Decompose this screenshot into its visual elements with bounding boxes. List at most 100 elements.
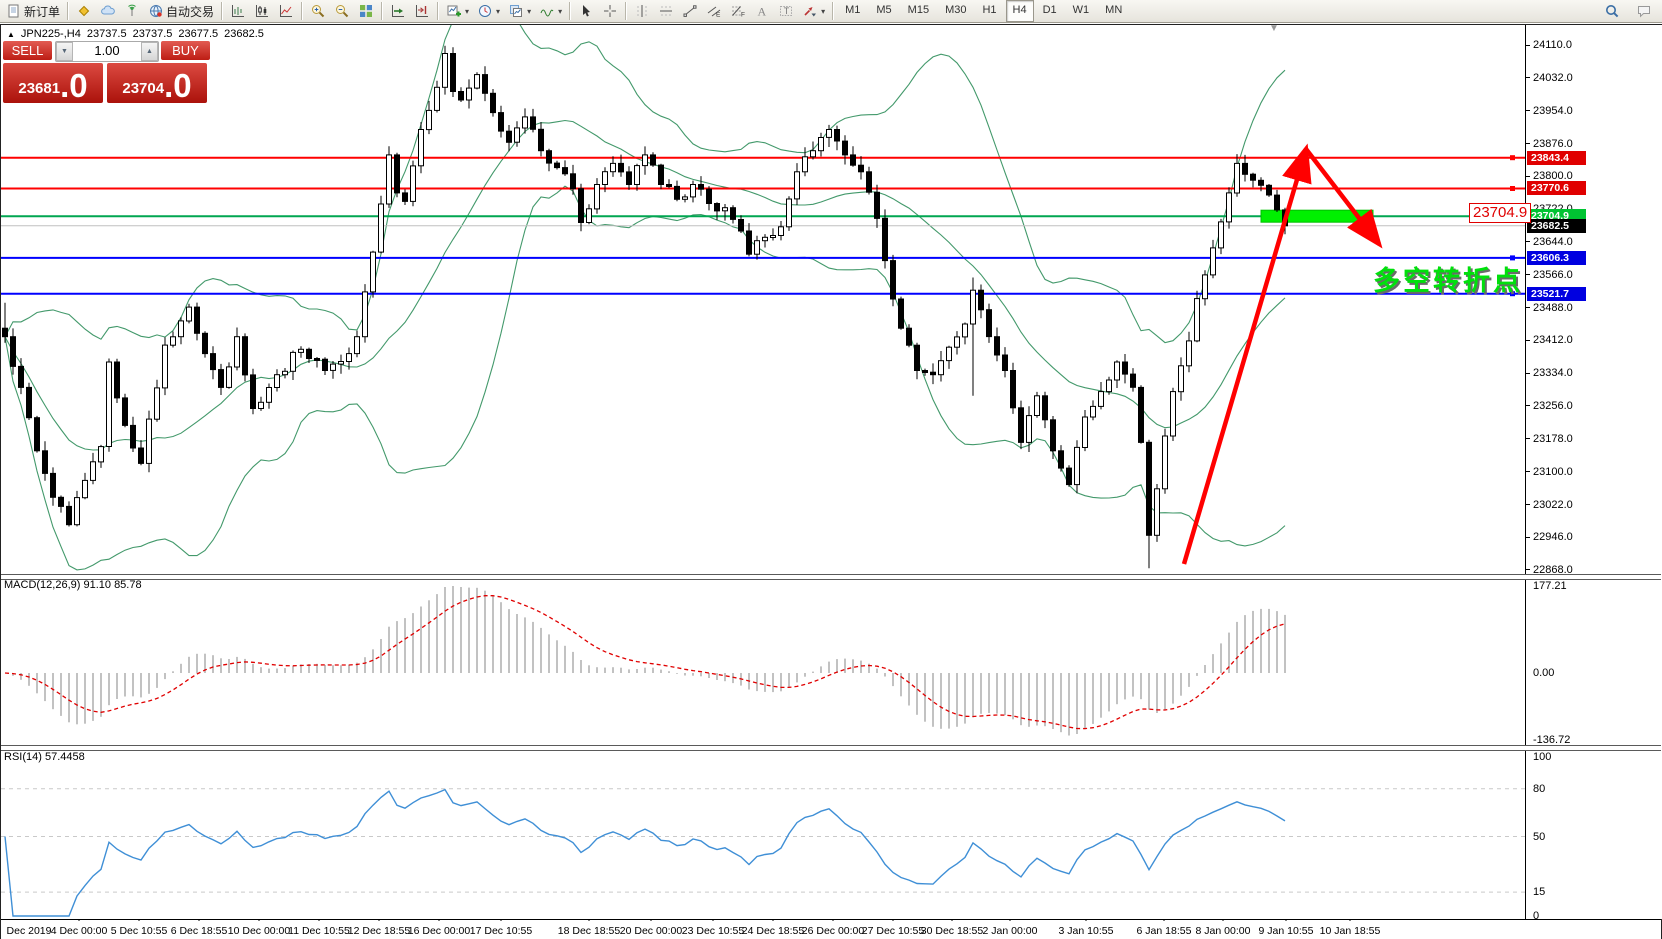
time-label: 23 Dec 10:55 <box>681 925 745 937</box>
time-label: 3 Jan 10:55 <box>1058 925 1114 937</box>
search-icon <box>1606 5 1619 18</box>
buy-button[interactable]: BUY <box>161 41 210 60</box>
price-tick-label: 23100.0 <box>1533 466 1573 478</box>
timeframe-m15[interactable]: M15 <box>907 4 930 16</box>
panel-separator-main-macd[interactable] <box>1 574 1661 580</box>
arrows-button[interactable]: ▾ <box>798 0 829 22</box>
panel-separator-macd-rsi[interactable] <box>1 745 1661 751</box>
text-label-button[interactable]: T <box>774 0 798 22</box>
volume-value[interactable]: 1.00 <box>94 43 120 58</box>
collapse-icon[interactable]: ▲ <box>7 29 15 39</box>
price-axis[interactable]: 24110.024032.023954.023876.023800.023722… <box>1525 25 1662 922</box>
timeframe-m30[interactable]: M30 <box>945 4 967 16</box>
new-chart-button[interactable]: ▾ <box>442 0 473 22</box>
crosshair-icon <box>604 5 617 17</box>
price-tickmark <box>1526 241 1530 242</box>
text-button[interactable]: A <box>750 0 774 22</box>
clock-icon <box>479 5 492 17</box>
crosshair-button[interactable] <box>598 0 622 22</box>
sell-price-button[interactable]: 23681.0 <box>3 63 103 103</box>
price-callout-label[interactable]: 23704.9 <box>1469 203 1532 223</box>
timeframe-mn[interactable]: MN <box>1105 4 1123 16</box>
labelT-icon: T <box>780 6 793 16</box>
volume-increase-button[interactable]: ▲ <box>141 42 158 61</box>
templates-button[interactable]: ▾ <box>504 0 535 22</box>
trend-arrow-up[interactable] <box>1181 143 1312 565</box>
zoomout-icon <box>336 5 349 18</box>
time-label: 27 Dec 10:55 <box>861 925 925 937</box>
sell-price-main: 23681 <box>18 80 61 97</box>
buy-price-button[interactable]: 23704.0 <box>107 63 207 103</box>
toolbar-separator <box>301 2 304 20</box>
price-tag-23843.4: 23843.4 <box>1527 151 1586 165</box>
volume-decrease-button[interactable]: ▼ <box>56 42 73 61</box>
time-label: 24 Dec 18:55 <box>741 925 805 937</box>
line-chart-button[interactable] <box>274 0 298 22</box>
rsi-panel <box>1 788 1525 917</box>
bar-chart-button[interactable] <box>226 0 250 22</box>
arrowsTool-icon <box>804 7 817 17</box>
community-button[interactable] <box>96 0 120 22</box>
timeframe-m1[interactable]: M1 <box>845 4 861 16</box>
time-axis[interactable]: Dec 2019 4 Dec 00:00 5 Dec 10:55 6 Dec 18:5… <box>1 921 1661 939</box>
signals-button[interactable] <box>120 0 144 22</box>
rsi-axis-label: 50 <box>1533 831 1546 843</box>
timeframe-h4[interactable]: H4 <box>1005 0 1034 22</box>
macd-axis-label: 177.21 <box>1533 580 1567 592</box>
dropdown-caret-icon[interactable]: ▾ <box>527 6 532 16</box>
bars-icon <box>232 5 245 17</box>
hline-icon <box>660 6 673 16</box>
new-order-button[interactable]: 新订单 <box>2 0 64 22</box>
dropdown-caret-icon[interactable]: ▾ <box>496 6 501 16</box>
sell-button[interactable]: SELL <box>3 41 52 60</box>
wave-icon <box>540 9 554 17</box>
volume-stepper[interactable]: ▼ 1.00 ▲ <box>55 41 159 62</box>
chat-button[interactable] <box>1632 0 1656 22</box>
ohlc-close: 23682.5 <box>224 28 264 40</box>
buy-price-main: 23704 <box>122 80 165 97</box>
tower-icon <box>128 4 136 16</box>
cursor-button[interactable] <box>574 0 598 22</box>
chart-canvas[interactable] <box>1 25 1525 939</box>
trendline-button[interactable] <box>678 0 702 22</box>
price-tickmark <box>1526 307 1530 308</box>
equidistant-channel-button[interactable]: E <box>702 0 726 22</box>
timeframe-d1[interactable]: D1 <box>1042 4 1057 16</box>
panel-collapse-arrow-icon[interactable]: ▼ <box>1269 23 1279 34</box>
autoscroll-button[interactable] <box>386 0 410 22</box>
macd-signal-line <box>4 595 1286 730</box>
search-button[interactable] <box>1600 0 1624 22</box>
timeframe-m5[interactable]: M5 <box>876 4 892 16</box>
tile-windows-button[interactable] <box>354 0 378 22</box>
chart-window[interactable]: ▲ JPN225-,H4 23737.5 23737.5 23677.5 236… <box>0 23 1662 939</box>
zoom-in-button[interactable] <box>306 0 330 22</box>
metaeditor-button[interactable] <box>72 0 96 22</box>
indicators-list-button[interactable]: ▾ <box>535 0 566 22</box>
chart-shift-button[interactable] <box>410 0 434 22</box>
macd-axis-label: -136.72 <box>1533 734 1571 746</box>
horizontal-line-button[interactable] <box>654 0 678 22</box>
price-tick-label: 24110.0 <box>1533 39 1572 51</box>
dropdown-caret-icon[interactable]: ▾ <box>558 6 563 16</box>
rsi-value: 57.4458 <box>44 751 85 763</box>
fibonacci-button[interactable]: F <box>726 0 750 22</box>
zoom-out-button[interactable] <box>330 0 354 22</box>
time-label: 11 Dec 10:55 <box>288 925 350 937</box>
timeframe-h1[interactable]: H1 <box>982 4 997 16</box>
time-label: 12 Dec 18:55 <box>347 925 411 937</box>
timeframe-w1[interactable]: W1 <box>1072 4 1090 16</box>
periods-button[interactable]: ▾ <box>473 0 504 22</box>
candles <box>2 45 1288 569</box>
time-label: 26 Dec 00:00 <box>801 925 865 937</box>
dropdown-caret-icon[interactable]: ▾ <box>465 6 470 16</box>
trend-arrow-down[interactable] <box>1304 147 1383 249</box>
candle-chart-button[interactable] <box>250 0 274 22</box>
vertical-line-button[interactable] <box>630 0 654 22</box>
svg-text:T: T <box>784 6 790 16</box>
chartshift-icon <box>416 5 429 17</box>
price-tickmark <box>1526 537 1530 538</box>
dropdown-caret-icon[interactable]: ▾ <box>821 6 826 16</box>
chart-annotation-text[interactable]: 多空转折点 <box>1373 266 1523 296</box>
autotrading-button[interactable]: 自动交易 <box>144 0 218 22</box>
price-tick-label: 24032.0 <box>1533 72 1573 84</box>
